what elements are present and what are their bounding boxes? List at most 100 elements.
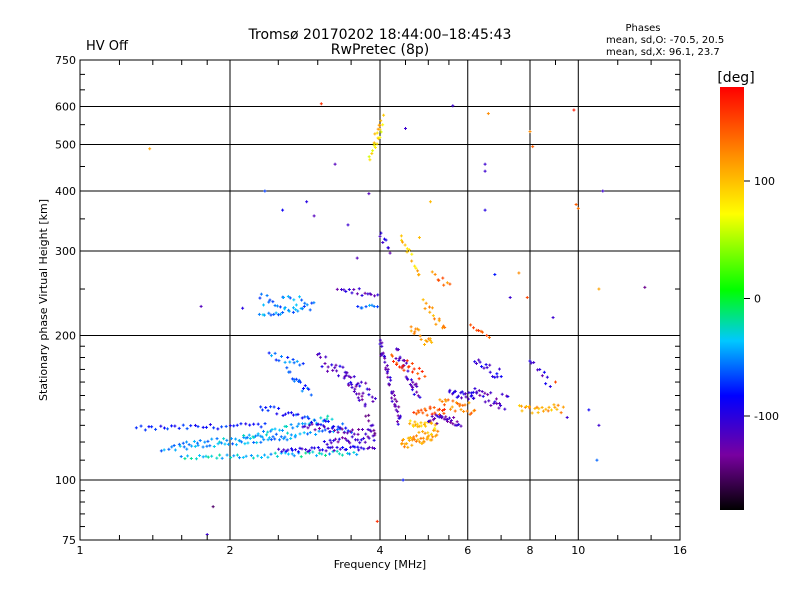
data-point <box>311 450 315 454</box>
data-point <box>412 410 416 414</box>
data-point <box>382 113 386 117</box>
data-point <box>467 401 471 405</box>
data-point <box>434 322 438 326</box>
data-point <box>280 450 284 454</box>
data-point <box>487 399 491 403</box>
data-point <box>415 422 419 426</box>
data-point <box>367 387 371 391</box>
data-point <box>546 409 550 413</box>
data-point <box>422 440 426 444</box>
data-point <box>309 393 313 397</box>
data-point <box>278 428 282 432</box>
data-point <box>289 411 293 415</box>
x-axis-label: Frequency [MHz] <box>334 558 426 571</box>
data-point <box>283 435 287 439</box>
data-point <box>353 387 357 391</box>
data-point <box>275 454 279 458</box>
data-point <box>597 287 601 291</box>
data-point <box>326 426 330 430</box>
data-point <box>252 440 256 444</box>
data-point <box>493 400 497 404</box>
data-point <box>372 141 376 145</box>
data-point <box>430 438 434 442</box>
data-point <box>299 455 303 459</box>
data-point <box>143 428 147 432</box>
x-tick-label: 4 <box>377 544 384 557</box>
plot-grid <box>79 59 681 541</box>
hv-status-label: HV Off <box>86 39 129 54</box>
data-point <box>416 269 420 273</box>
data-point <box>286 448 290 452</box>
data-point <box>408 382 412 386</box>
data-point <box>247 433 251 437</box>
x-tick-label: 16 <box>673 544 687 557</box>
data-point <box>310 422 314 426</box>
data-point <box>323 453 327 457</box>
data-point <box>486 112 490 116</box>
data-point <box>357 448 361 452</box>
data-point <box>367 155 371 159</box>
data-point <box>517 404 521 408</box>
data-point <box>400 366 404 370</box>
data-point <box>297 422 301 426</box>
data-point <box>371 446 375 450</box>
data-point <box>555 407 559 411</box>
data-point <box>370 303 374 307</box>
data-point <box>354 384 358 388</box>
data-point <box>189 456 193 460</box>
data-point <box>216 442 220 446</box>
data-point <box>535 405 539 409</box>
data-point <box>240 440 244 444</box>
y-tick-label: 500 <box>55 139 76 152</box>
data-point <box>304 451 308 455</box>
data-point <box>262 438 266 442</box>
data-point <box>332 439 336 443</box>
data-point <box>259 405 263 409</box>
data-point <box>413 264 417 268</box>
data-point <box>248 423 252 427</box>
data-point <box>438 398 442 402</box>
data-point <box>503 407 507 411</box>
data-point <box>319 102 323 106</box>
data-point <box>182 445 186 449</box>
data-point <box>267 300 271 304</box>
data-point <box>386 246 390 250</box>
data-point <box>356 445 360 449</box>
data-point <box>387 383 391 387</box>
data-point <box>263 189 267 193</box>
data-point <box>342 376 346 380</box>
data-point <box>206 439 210 443</box>
data-point <box>303 424 307 428</box>
data-point <box>267 436 271 440</box>
data-point <box>367 419 371 423</box>
data-point <box>266 409 270 413</box>
data-point <box>332 424 336 428</box>
data-point <box>235 423 239 427</box>
data-point <box>263 422 267 426</box>
data-point <box>334 363 338 367</box>
data-point <box>261 429 265 433</box>
data-point <box>391 390 395 394</box>
data-point <box>451 422 455 426</box>
data-point <box>408 422 412 426</box>
data-point <box>495 375 499 379</box>
data-point <box>419 424 423 428</box>
data-point <box>428 405 432 409</box>
data-point <box>451 399 455 403</box>
data-point <box>378 135 382 139</box>
data-point <box>376 293 380 297</box>
data-point <box>409 325 413 329</box>
data-point <box>269 452 273 456</box>
data-point <box>410 443 414 447</box>
data-point <box>397 358 401 362</box>
data-point <box>406 445 410 449</box>
data-point <box>381 241 385 245</box>
data-point <box>312 301 316 305</box>
data-point <box>435 433 439 437</box>
data-point <box>363 291 367 295</box>
data-point <box>540 374 544 378</box>
data-point <box>438 407 442 411</box>
data-point <box>277 438 281 442</box>
data-point <box>259 292 263 296</box>
